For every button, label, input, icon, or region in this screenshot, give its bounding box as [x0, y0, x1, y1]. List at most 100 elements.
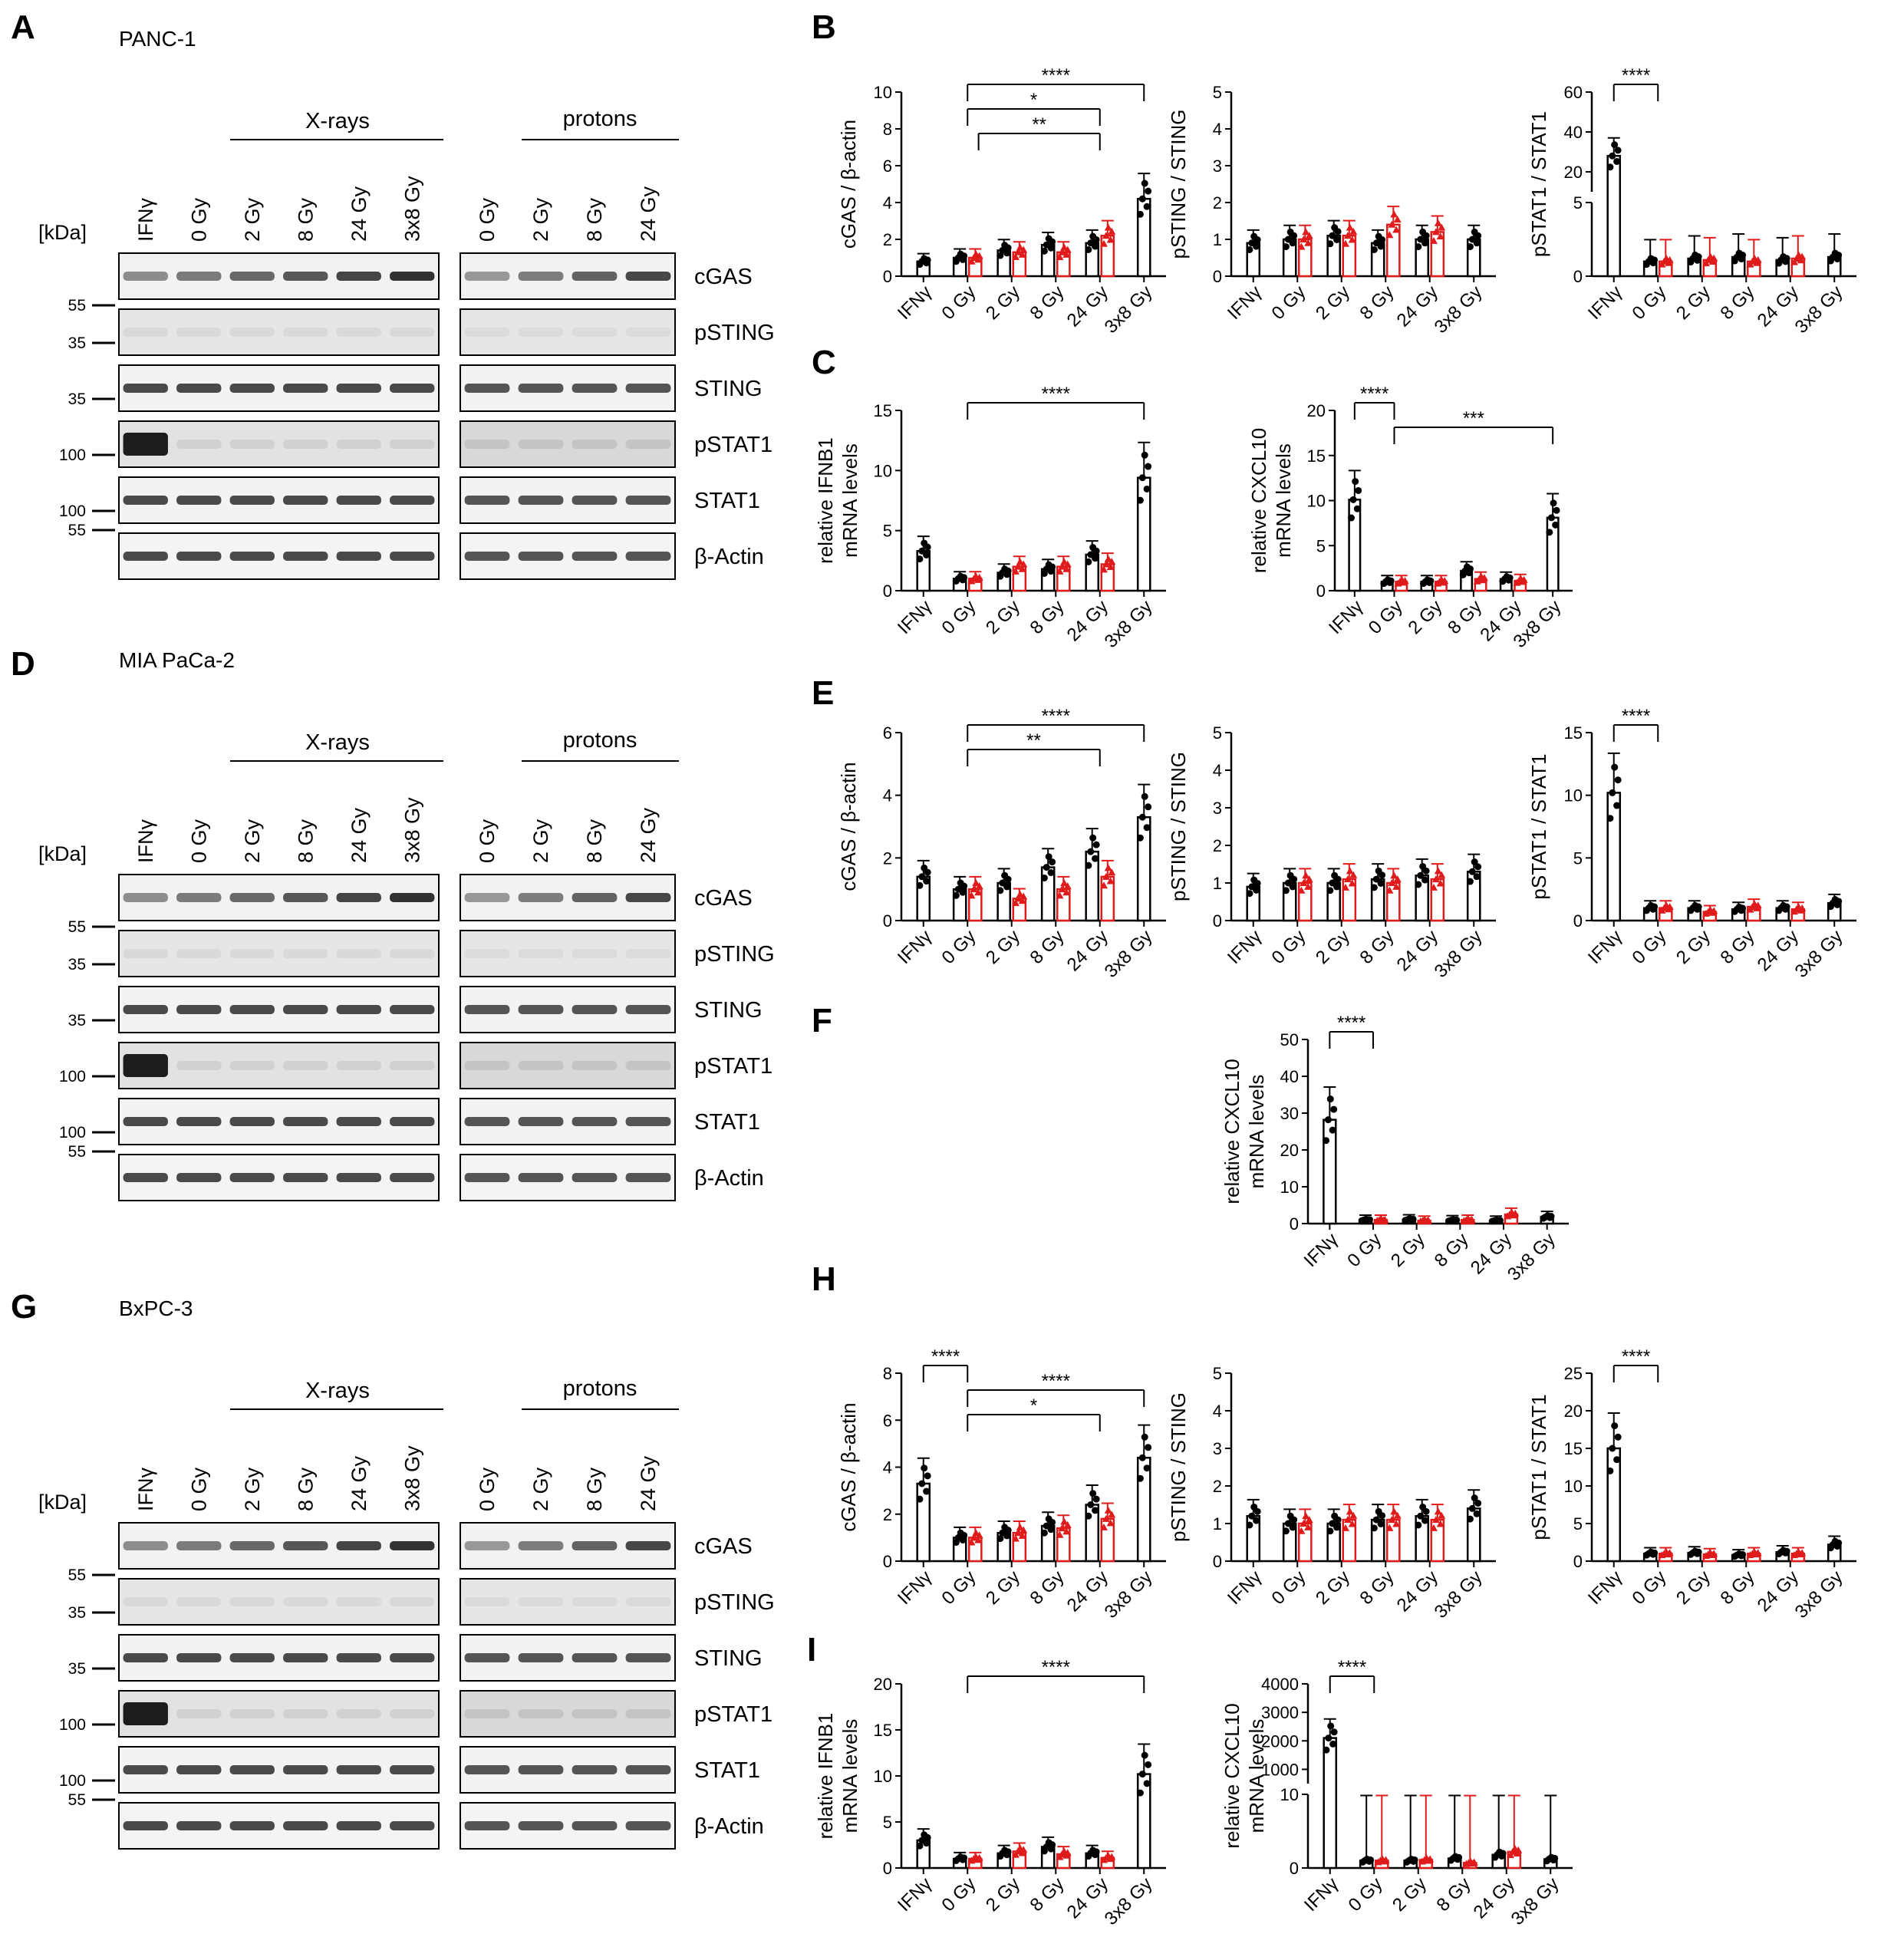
y-tick-label: 8	[883, 120, 892, 139]
data-point	[1287, 872, 1294, 879]
data-point	[921, 255, 927, 262]
y-tick-label: 5	[1316, 536, 1326, 555]
lane-label-8-gy: 8 Gy	[294, 1467, 317, 1511]
lane-label-8-gy: 8 Gy	[294, 197, 317, 242]
band	[283, 272, 328, 281]
bar-xrays-ifn	[1608, 1448, 1620, 1561]
data-point	[1144, 1464, 1151, 1471]
y-axis-label-line: pSTING / STING	[1167, 1392, 1190, 1542]
band	[337, 496, 381, 505]
data-point	[1780, 902, 1787, 909]
chart-e2: 012345pSTING / STINGIFNγ0 Gy2 Gy8 Gy24 G…	[1167, 723, 1496, 982]
lane-label-protons-0-gy: 0 Gy	[476, 819, 499, 863]
data-point	[1325, 1116, 1332, 1123]
data-point	[1144, 824, 1151, 831]
y-tick-label: 25	[1564, 1364, 1583, 1383]
data-point	[1467, 1516, 1474, 1523]
band	[519, 1173, 564, 1182]
panel-label-G: G	[11, 1288, 37, 1326]
y-axis-label-line: pSTING / STING	[1167, 752, 1190, 901]
band	[572, 1541, 618, 1550]
band	[337, 552, 381, 561]
band	[465, 1005, 510, 1014]
y-tick-label: 6	[883, 1411, 892, 1430]
band	[124, 1054, 168, 1077]
x-tick-label: 3x8 Gy	[1101, 282, 1157, 338]
data-point	[1089, 1490, 1096, 1497]
band	[283, 328, 328, 337]
band	[519, 1541, 564, 1550]
x-tick-label: IFNγ	[1300, 1229, 1342, 1271]
band	[626, 893, 671, 902]
data-point	[1060, 558, 1068, 565]
x-tick-label: 3x8 Gy	[1101, 1566, 1157, 1622]
x-tick-label: 0 Gy	[938, 596, 980, 638]
data-point	[1371, 1524, 1378, 1531]
data-point	[1417, 872, 1424, 879]
data-point	[1283, 1527, 1290, 1534]
protein-label-actin: β-Actin	[694, 1814, 764, 1839]
x-tick-label: 8 Gy	[1026, 596, 1069, 638]
x-tick-label: 2 Gy	[982, 1566, 1024, 1609]
y-axis-label-line: pSTAT1 / STAT1	[1527, 111, 1550, 257]
data-point	[1408, 1856, 1415, 1863]
data-point	[1613, 802, 1620, 809]
data-point	[921, 539, 927, 546]
x-tick-label: 2 Gy	[1312, 282, 1354, 324]
data-point	[1494, 1217, 1500, 1224]
bar-xrays-ifn	[917, 1484, 930, 1561]
y-tick-label: 2	[1213, 836, 1222, 855]
band	[390, 1005, 434, 1014]
band	[390, 440, 434, 449]
y-tick-label: 5	[883, 522, 892, 541]
data-point	[1092, 855, 1099, 862]
data-point	[1093, 842, 1100, 848]
band	[176, 328, 221, 337]
x-tick-label: 8 Gy	[1026, 1873, 1069, 1916]
data-point	[1287, 229, 1294, 236]
x-tick-label: 2 Gy	[982, 1873, 1024, 1916]
y-axis-label-line: relative CXCL10	[1247, 428, 1270, 573]
data-point	[1329, 880, 1336, 887]
data-point	[1390, 210, 1398, 217]
x-tick-label: IFNγ	[894, 1566, 936, 1609]
x-tick-label: IFNγ	[1224, 1566, 1266, 1609]
band	[283, 1821, 328, 1830]
data-point	[1648, 255, 1655, 262]
data-point	[1464, 563, 1471, 570]
bar-xrays-ifn	[1608, 792, 1620, 921]
band	[465, 1765, 510, 1774]
band	[465, 1653, 510, 1662]
band	[572, 440, 618, 449]
protein-label-actin: β-Actin	[694, 545, 764, 569]
protein-label-psting: pSTING	[694, 321, 775, 345]
kda-marker: 55	[68, 1791, 86, 1809]
y-axis-label-line: cGAS / β-actin	[837, 1402, 860, 1531]
protein-label-stat1: STAT1	[694, 1758, 760, 1783]
band	[230, 272, 275, 281]
lane-label-24-gy: 24 Gy	[348, 186, 371, 242]
band	[626, 1173, 671, 1182]
y-tick-label: 20	[1564, 163, 1583, 182]
data-point	[1613, 158, 1620, 165]
data-point	[1450, 1216, 1457, 1223]
band	[519, 384, 564, 393]
band	[337, 1005, 381, 1014]
y-tick-label: 0	[1290, 1859, 1299, 1878]
blot-panel-panc-1: PANC-1[kDa]X-raysprotonsIFNγ0 Gy2 Gy8 Gy…	[38, 27, 775, 579]
data-point	[1041, 1530, 1048, 1537]
band	[465, 893, 510, 902]
band	[124, 328, 168, 337]
y-axis-label-line: mRNA levels	[838, 1719, 861, 1833]
band	[572, 1005, 618, 1014]
y-axis-label: relative CXCL10mRNA levels	[1247, 428, 1295, 573]
sig-stars: **	[1032, 114, 1046, 135]
sig-stars: ****	[1042, 1657, 1070, 1678]
lane-label-protons-24-gy: 24 Gy	[637, 186, 660, 242]
chart-h2: 012345pSTING / STINGIFNγ0 Gy2 Gy8 Gy24 G…	[1167, 1364, 1496, 1622]
y-tick-label: 15	[1564, 1439, 1583, 1458]
x-tick-label: 2 Gy	[1672, 926, 1715, 968]
sig-stars: ****	[1042, 384, 1070, 404]
data-point	[1390, 871, 1398, 878]
band	[626, 949, 671, 958]
